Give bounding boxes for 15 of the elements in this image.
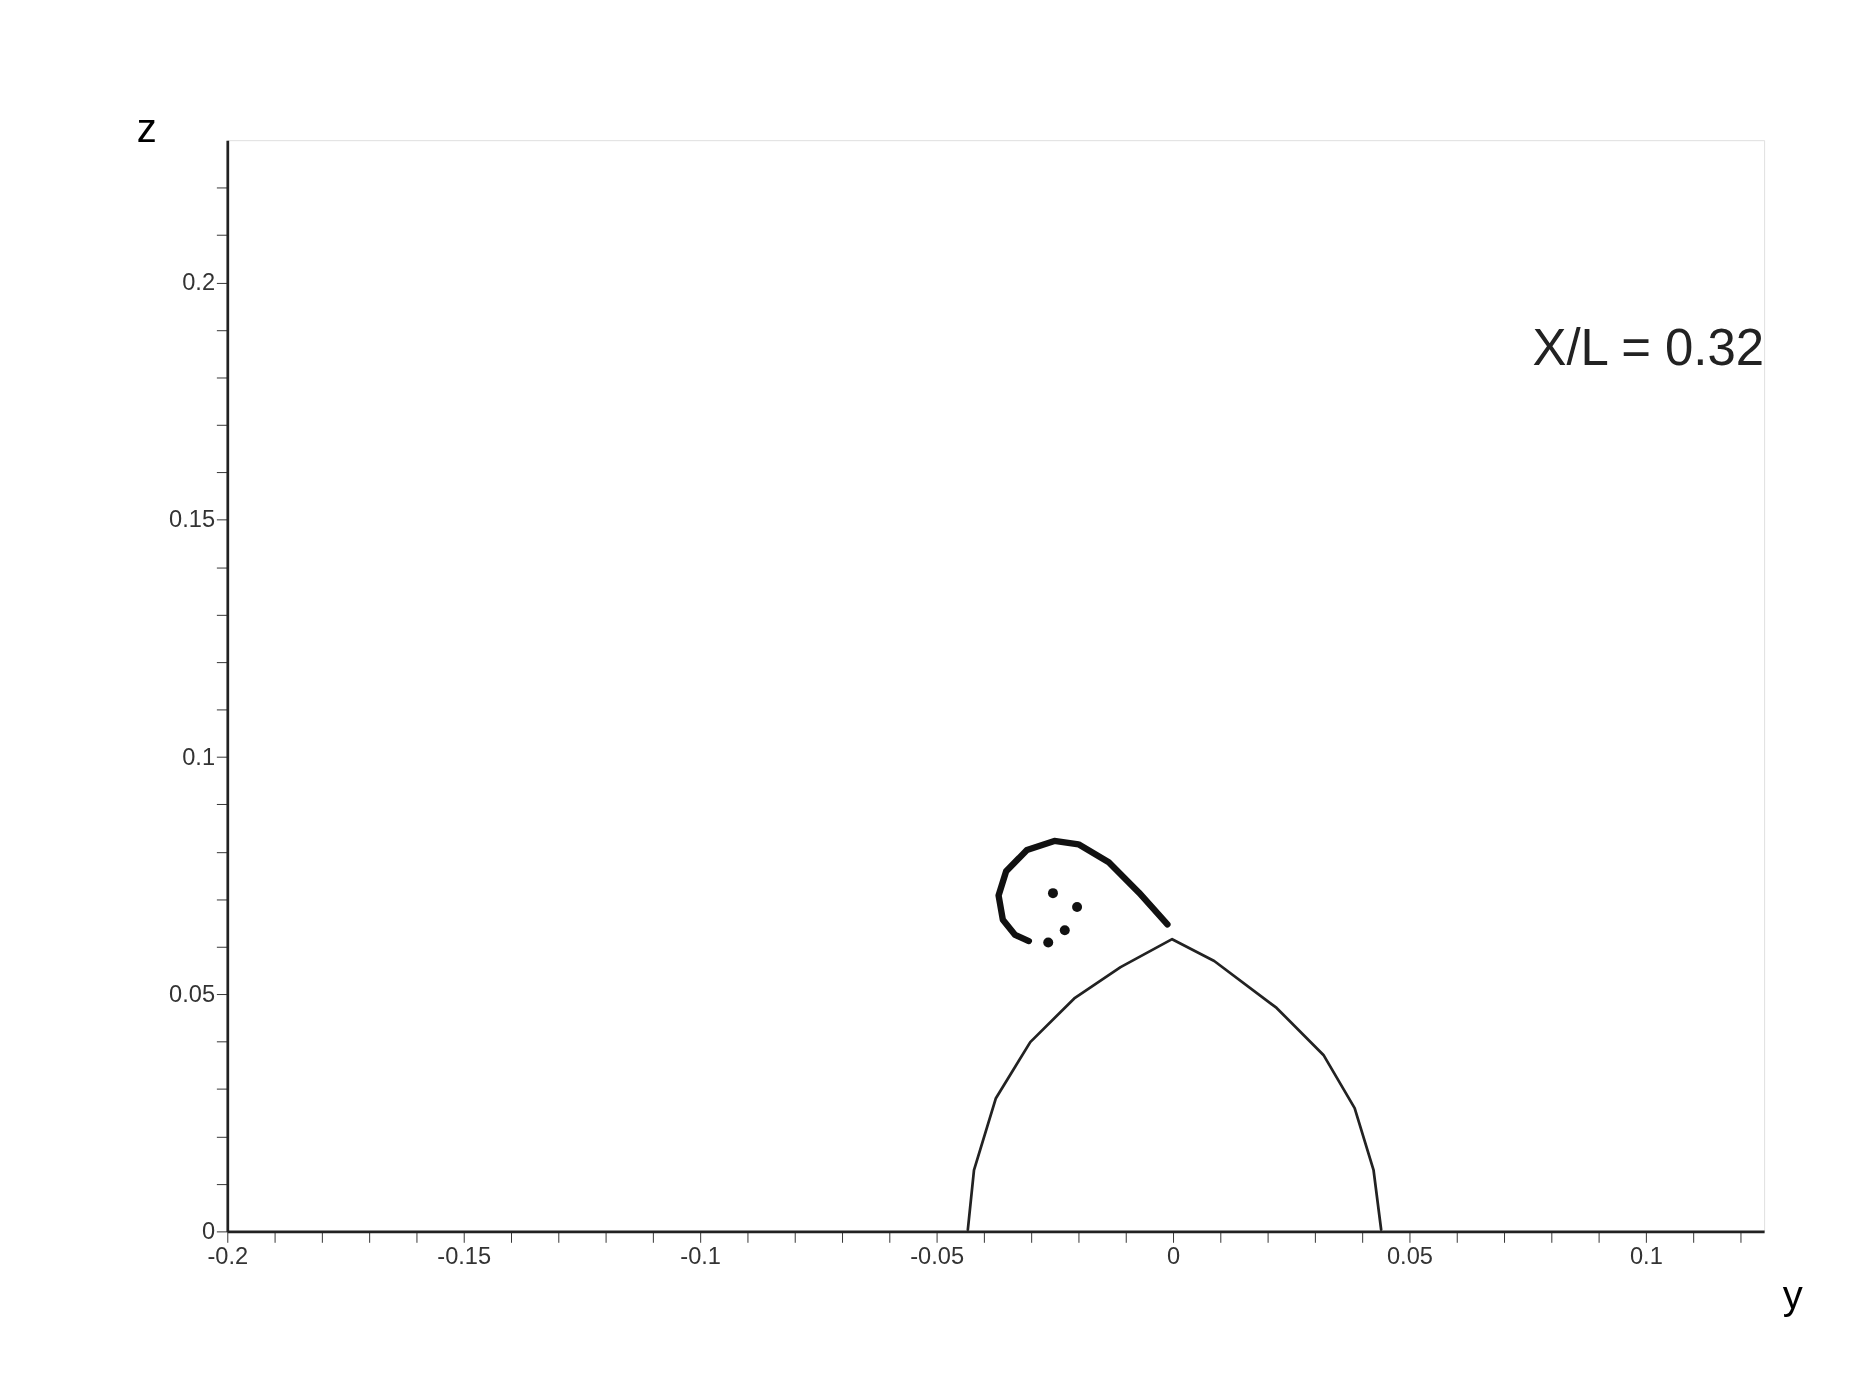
y-axis-title: z <box>136 105 157 150</box>
y-tick-label: 0 <box>201 1218 216 1245</box>
x-tick-label: -0.1 <box>680 1242 722 1269</box>
x-tick-label: -0.2 <box>207 1242 249 1269</box>
y-tick-label: 0.05 <box>169 980 216 1007</box>
y-tick-label: 0.15 <box>169 506 216 533</box>
x-tick-label: -0.15 <box>437 1242 492 1269</box>
y-tick-label: 0.1 <box>182 743 216 770</box>
annotation: X/L = 0.32 <box>1532 318 1765 376</box>
y-tick-label: 0.2 <box>182 269 216 296</box>
x-tick-label: 0 <box>1166 1242 1181 1269</box>
x-axis-title: y <box>1782 1273 1803 1318</box>
x-tick-label: 0.05 <box>1386 1242 1433 1269</box>
x-tick-label: 0.1 <box>1629 1242 1663 1269</box>
x-tick-label: -0.05 <box>910 1242 965 1269</box>
